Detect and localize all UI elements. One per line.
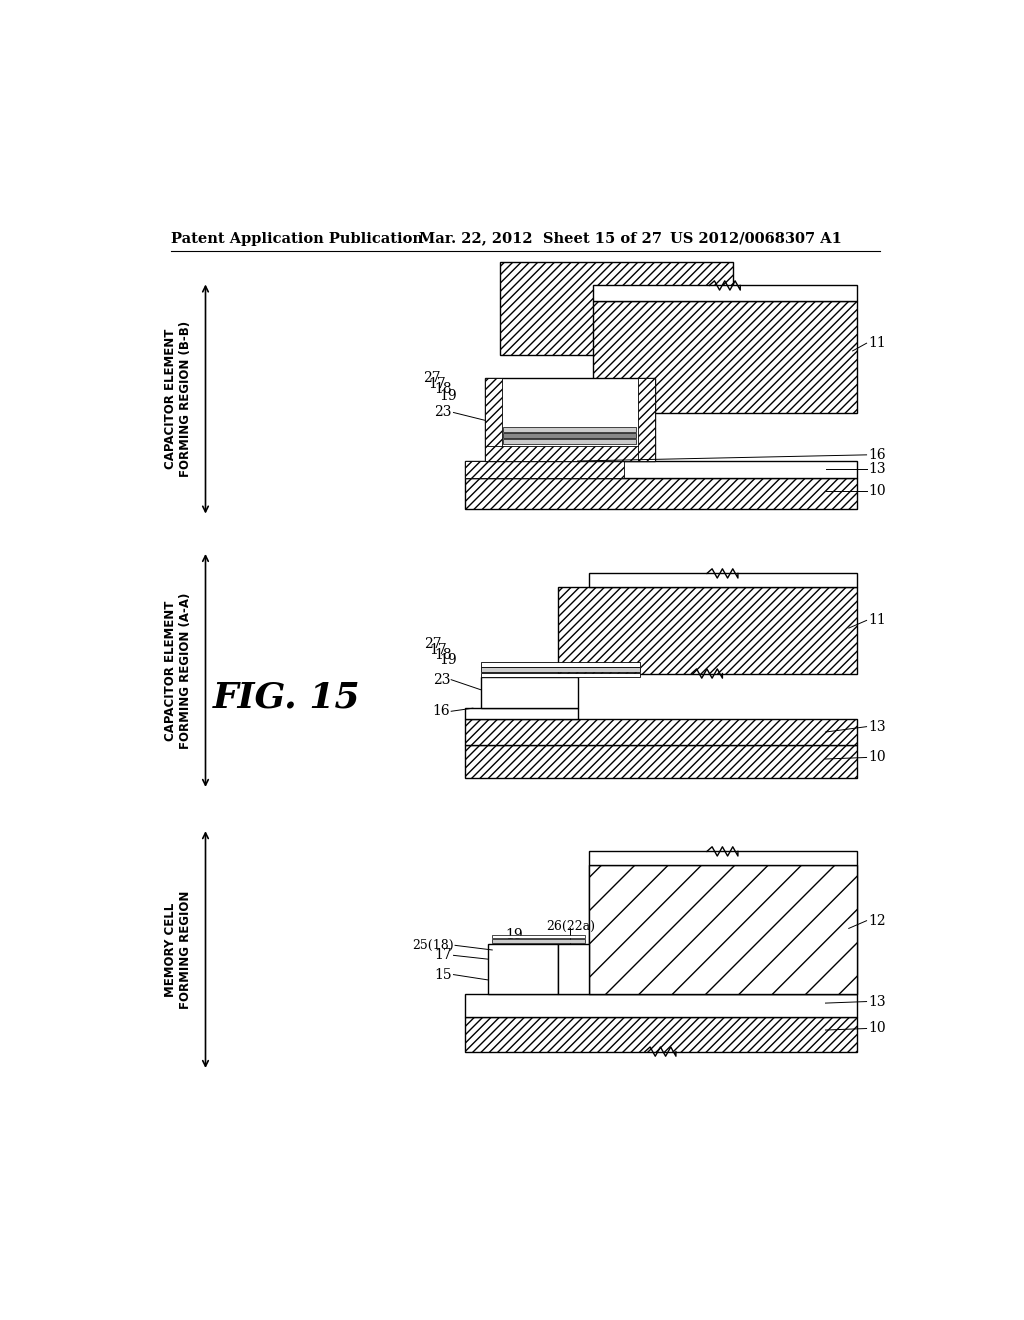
Text: 17: 17: [428, 378, 445, 391]
Text: 27: 27: [423, 371, 440, 385]
Bar: [488, 944, 558, 994]
Text: 16: 16: [868, 447, 886, 462]
Text: 23: 23: [434, 405, 452, 420]
Text: 19: 19: [439, 653, 458, 668]
Text: 12: 12: [868, 913, 886, 928]
Bar: [503, 433, 636, 438]
Text: 19: 19: [506, 928, 523, 941]
Bar: [493, 940, 586, 942]
Text: 16: 16: [433, 705, 451, 718]
Text: Mar. 22, 2012  Sheet 15 of 27: Mar. 22, 2012 Sheet 15 of 27: [419, 231, 662, 246]
Bar: [589, 866, 856, 994]
Bar: [480, 677, 578, 708]
Text: 11: 11: [868, 337, 886, 350]
Bar: [484, 378, 655, 461]
Bar: [484, 378, 502, 461]
Text: FIG. 15: FIG. 15: [213, 680, 360, 714]
Bar: [503, 428, 636, 432]
Text: 25(18): 25(18): [412, 939, 454, 952]
Text: 23: 23: [433, 673, 451, 686]
Text: 27: 27: [424, 636, 442, 651]
Bar: [638, 378, 655, 461]
Text: 13: 13: [868, 462, 886, 475]
Text: US 2012/0068307 A1: US 2012/0068307 A1: [671, 231, 843, 246]
Bar: [465, 461, 856, 478]
Bar: [558, 944, 589, 994]
Bar: [465, 478, 856, 508]
Text: 13: 13: [868, 994, 886, 1008]
Text: Patent Application Publication: Patent Application Publication: [171, 231, 423, 246]
Text: 11: 11: [868, 614, 886, 627]
Bar: [589, 573, 856, 587]
Text: 10: 10: [868, 484, 886, 498]
Text: MEMORY CELL
FORMING REGION: MEMORY CELL FORMING REGION: [165, 891, 193, 1008]
Bar: [503, 440, 636, 444]
Bar: [493, 935, 586, 939]
Text: 13: 13: [868, 719, 886, 734]
Bar: [465, 708, 578, 719]
Text: CAPACITOR ELEMENT
FORMING REGION (B-B): CAPACITOR ELEMENT FORMING REGION (B-B): [165, 321, 193, 477]
Text: 17: 17: [429, 643, 447, 656]
Text: 17: 17: [434, 948, 452, 962]
Text: 10: 10: [868, 751, 886, 764]
Bar: [465, 719, 856, 744]
Text: 10: 10: [868, 1022, 886, 1035]
Bar: [589, 851, 856, 866]
Bar: [589, 866, 856, 994]
Text: CAPACITOR ELEMENT
FORMING REGION (A-A): CAPACITOR ELEMENT FORMING REGION (A-A): [165, 593, 193, 748]
Bar: [593, 301, 856, 413]
Bar: [558, 587, 856, 673]
Text: 18: 18: [434, 383, 452, 396]
Text: 18: 18: [434, 648, 452, 663]
Bar: [465, 461, 624, 478]
Bar: [480, 668, 640, 672]
Bar: [480, 673, 640, 677]
Text: 26(22a): 26(22a): [547, 920, 596, 933]
Text: 15: 15: [434, 968, 452, 982]
Bar: [484, 446, 655, 461]
Bar: [465, 1016, 856, 1052]
Text: 19: 19: [439, 388, 458, 403]
Bar: [500, 263, 732, 355]
Bar: [480, 663, 640, 667]
Bar: [465, 994, 856, 1016]
Bar: [593, 285, 856, 301]
Bar: [465, 744, 856, 779]
